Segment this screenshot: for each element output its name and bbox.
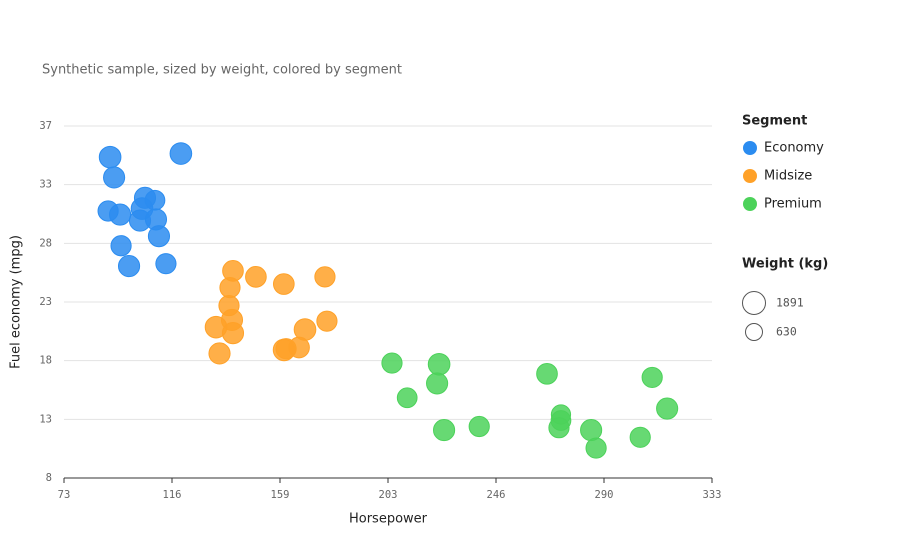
x-tick-label: 203 [379,489,398,501]
bubble [314,266,336,288]
bubble [272,273,295,295]
bubble [219,277,241,299]
y-tick-label: 8 [46,472,52,484]
bubble [144,189,166,211]
size-legend-title: Weight (kg) [742,257,828,272]
legend-marker [743,169,757,183]
bubble [468,415,490,438]
legend-title: Segment [742,114,807,129]
bubble [629,426,651,448]
chart-subtitle: Synthetic sample, sized by weight, color… [42,63,402,78]
bubble [641,366,663,389]
bubble [316,310,338,332]
bubble [427,352,451,376]
y-tick-label: 18 [39,355,52,367]
bubble [272,338,296,362]
bubble [117,255,141,278]
x-tick-label: 73 [58,489,71,501]
size-legend-marker [745,323,763,341]
bubble [245,266,267,288]
bubble [536,363,558,385]
size-legend-label: 1891 [776,296,804,310]
legend-label: Midsize [764,169,812,184]
bubble [103,166,126,189]
x-tick-label: 159 [271,489,290,501]
bubble [147,225,171,248]
bubble [98,145,122,169]
x-tick-label: 246 [487,489,506,501]
legend-label: Premium [764,197,822,212]
bubble [585,437,607,459]
size-legend-label: 630 [776,325,797,339]
bubble [221,322,245,345]
bubble [396,387,418,409]
y-tick-label: 13 [39,413,52,425]
x-tick-label: 333 [703,489,722,501]
bubble [381,352,403,374]
legend-label: Economy [764,141,824,156]
bubble [169,142,193,165]
y-tick-label: 33 [39,179,52,191]
x-axis-label: Horsepower [349,512,428,527]
y-axis-label: Fuel economy (mpg) [9,235,24,369]
bubble [109,203,132,226]
size-legend-marker [742,291,766,315]
bubble [155,253,177,275]
x-tick-label: 116 [163,489,182,501]
y-tick-label: 28 [39,237,52,249]
bubble [433,419,456,442]
legend-marker [743,141,757,155]
bubble [426,372,449,395]
legend-marker [743,197,757,211]
y-tick-label: 23 [39,296,52,308]
y-tick-label: 37 [39,120,52,132]
bubble [656,397,679,420]
bubble [110,235,132,257]
bubble [208,342,231,365]
bubble [580,419,603,442]
x-tick-label: 290 [595,489,614,501]
bubble [548,417,570,439]
